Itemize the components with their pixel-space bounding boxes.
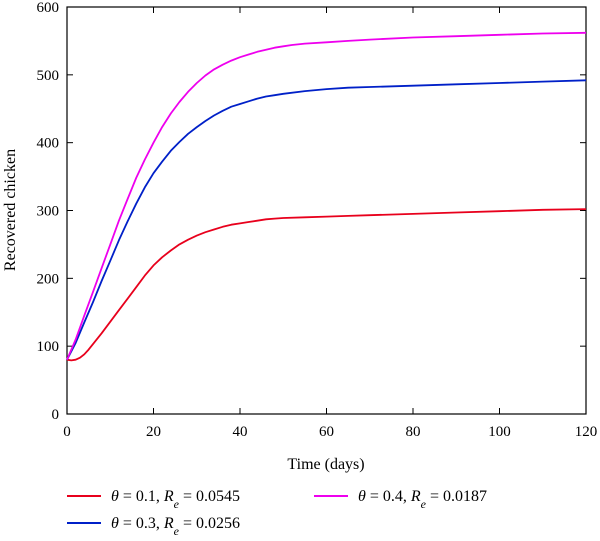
x-tick-label: 40 [233,424,248,440]
x-tick-label: 80 [406,424,421,440]
series-line-3 [66,31,587,361]
x-tick-label: 60 [319,424,334,440]
y-tick-label: 600 [37,0,60,16]
legend-entry: θ = 0.4, Re = 0.0187 [358,488,487,511]
legend-entry: θ = 0.1, Re = 0.0545 [111,488,240,511]
y-tick-label: 0 [52,407,60,423]
series-lines [66,31,587,362]
y-tick-label: 400 [37,136,60,152]
series-line-2 [66,79,587,361]
series-line-1 [66,208,587,362]
legend-entry: θ = 0.3, Re = 0.0256 [111,515,240,538]
x-axis-label: Time (days) [287,456,364,473]
axis-ticks: 0 20 40 60 80 100 120 0 100 200 300 400 500 600 [37,0,598,440]
x-tick-label: 0 [63,424,71,440]
legend: θ = 0.1, Re = 0.0545 θ = 0.3, Re = 0.0256… [67,488,487,538]
y-axis-label: Recovered chicken [2,149,19,271]
y-tick-label: 500 [37,68,60,84]
x-tick-label: 100 [488,424,511,440]
x-tick-label: 120 [575,424,598,440]
x-tick-label: 20 [146,424,161,440]
y-tick-label: 200 [37,271,60,287]
y-tick-label: 300 [37,204,60,220]
y-tick-label: 100 [37,339,60,355]
